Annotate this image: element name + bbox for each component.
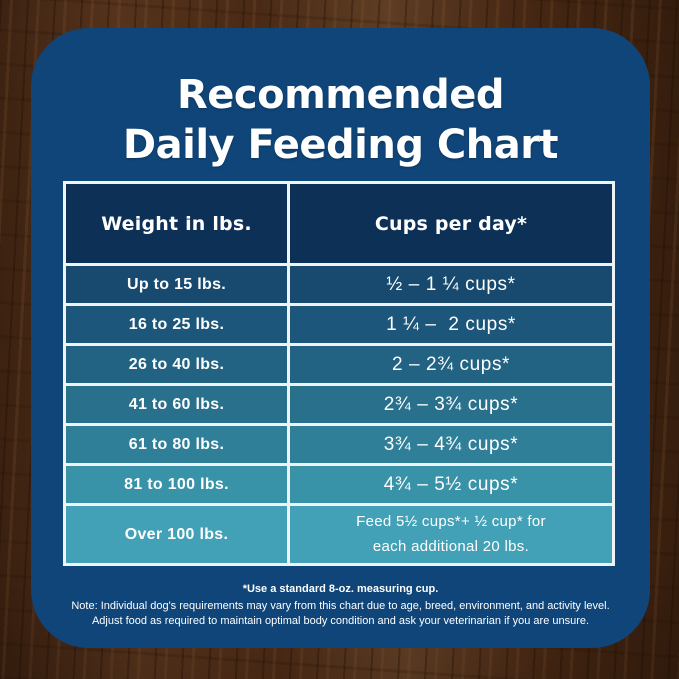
cups-cell: 3¾ – 4¾ cups* — [383, 433, 519, 455]
table-row: Up to 15 lbs. ½ – 1 ¼ cups* — [66, 263, 612, 303]
weight-cell: Up to 15 lbs. — [66, 266, 290, 303]
chart-title-line-2: Daily Feeding Chart — [122, 122, 559, 168]
column-header-weight: Weight in lbs. — [66, 184, 290, 263]
table-row: 41 to 60 lbs. 2¾ – 3¾ cups* — [66, 383, 612, 423]
notes-section: *Use a standard 8-oz. measuring cup. Not… — [31, 582, 650, 630]
weight-cell: 16 to 25 lbs. — [66, 306, 290, 343]
cups-cell: 1 ¼ – 2 cups* — [386, 313, 516, 335]
weight-cell: 26 to 40 lbs. — [66, 346, 290, 383]
cups-cell: ½ – 1 ¼ cups* — [386, 273, 516, 295]
cups-cell: Feed 5½ cups*+ ½ cup* for each additiona… — [356, 512, 546, 555]
table-header-row: Weight in lbs. Cups per day* — [66, 184, 612, 263]
cups-cell: 2¾ – 3¾ cups* — [383, 393, 519, 415]
weight-cell: Over 100 lbs. — [66, 506, 290, 563]
measuring-cup-note: *Use a standard 8-oz. measuring cup. — [242, 583, 439, 595]
table-row: 61 to 80 lbs. 3¾ – 4¾ cups* — [66, 423, 612, 463]
cups-cell: 4¾ – 5½ cups* — [383, 473, 519, 495]
column-header-cups: Cups per day* — [374, 212, 528, 235]
cups-cell: 2 – 2¾ cups* — [391, 353, 511, 375]
disclaimer-note-2: Adjust food as required to maintain opti… — [91, 615, 590, 627]
table-row: 26 to 40 lbs. 2 – 2¾ cups* — [66, 343, 612, 383]
chart-title-line-1: Recommended — [177, 72, 504, 118]
feeding-table: Weight in lbs. Cups per day* Up to 15 lb… — [63, 181, 615, 566]
chart-title: Recommended Daily Feeding Chart — [31, 70, 650, 170]
table-row: 81 to 100 lbs. 4¾ – 5½ cups* — [66, 463, 612, 503]
disclaimer-note-1: Note: Individual dog's requirements may … — [71, 599, 610, 612]
feeding-chart-card: Recommended Daily Feeding Chart Weight i… — [31, 28, 650, 648]
weight-cell: 61 to 80 lbs. — [66, 426, 290, 463]
weight-cell: 41 to 60 lbs. — [66, 386, 290, 423]
table-row: Over 100 lbs. Feed 5½ cups*+ ½ cup* for … — [66, 503, 612, 563]
weight-cell: 81 to 100 lbs. — [66, 466, 290, 503]
table-row: 16 to 25 lbs. 1 ¼ – 2 cups* — [66, 303, 612, 343]
